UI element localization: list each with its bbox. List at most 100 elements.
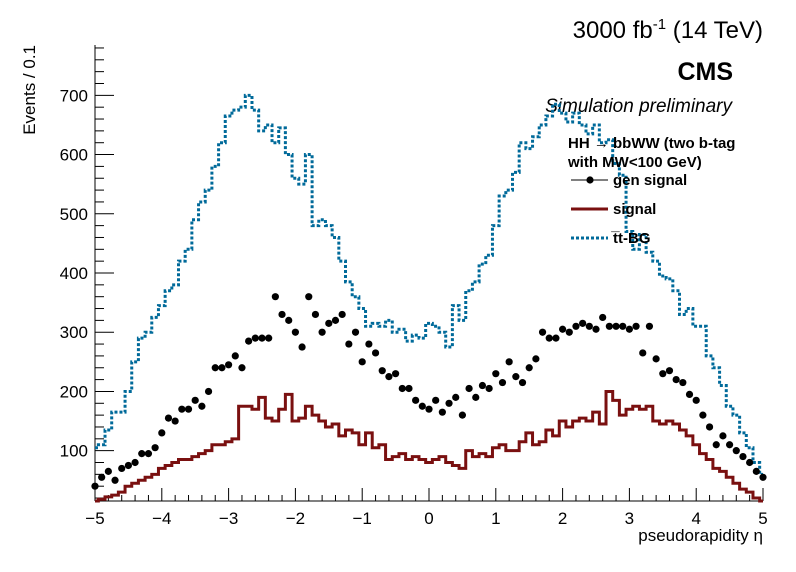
gen-signal-point	[124, 461, 132, 470]
gen-signal-point	[465, 384, 473, 393]
gen-signal-point	[726, 441, 734, 449]
gen-signal-point	[144, 450, 153, 458]
legend-entry-signal: signal	[571, 201, 656, 218]
legend-label-gen-signal: gen signal	[613, 172, 687, 189]
gen-signal-point	[265, 334, 273, 342]
gen-signal-point	[258, 334, 266, 342]
y-tick-label: 700	[60, 86, 88, 105]
gen-signal-point	[171, 417, 179, 425]
signal-step-line	[95, 389, 763, 503]
gen-signal-point	[599, 313, 607, 322]
y-tick-label: 600	[60, 146, 88, 165]
series-layer	[91, 93, 767, 503]
y-axis-title: Events / 0.1	[20, 45, 39, 135]
legend-label-ttbar-bg: t̅t-BG	[610, 230, 650, 247]
gen-signal-point	[231, 352, 239, 360]
legend-entry-ttbar-bg: t̅t-BG	[571, 230, 651, 247]
gen-signal-point	[398, 384, 406, 393]
gen-signal-point	[351, 328, 360, 336]
gen-signal-point	[164, 414, 173, 422]
gen-signal-point	[238, 364, 246, 372]
gen-signal-point	[485, 384, 493, 393]
gen-signal-point	[178, 405, 186, 413]
gen-signal-point	[371, 349, 380, 357]
gen-signal-point	[685, 390, 694, 398]
gen-signal-point	[525, 364, 533, 372]
gen-signal-point	[752, 467, 760, 475]
gen-signal-point	[191, 396, 199, 404]
legend: HH → bbWW (two b-tag with MW<100 GeV) ge…	[567, 135, 735, 247]
gen-signal-point	[532, 355, 540, 363]
legend-marker-gen-signal	[586, 176, 594, 184]
gen-signal-point	[572, 322, 580, 330]
gen-signal-point	[251, 334, 259, 342]
axis-ticks: −5 −4 −3 −2 −1 0 1 2 3 4 5 100 200 300 400 500 600 700	[60, 47, 768, 528]
legend-entry-gen-signal: gen signal	[571, 172, 687, 189]
gen-signal-point	[699, 411, 707, 419]
gen-signal-point	[445, 399, 453, 407]
gen-signal-point	[438, 408, 446, 416]
gen-signal-point	[679, 378, 687, 387]
gen-signal-point	[452, 393, 460, 401]
gen-signal-point	[131, 458, 139, 467]
x-tick-label: −5	[85, 509, 104, 528]
gen-signal-point	[645, 322, 654, 330]
gen-signal-point	[98, 473, 106, 481]
x-tick-label: −2	[286, 509, 305, 528]
gen-signal-point	[432, 396, 440, 404]
gen-signal-point	[338, 310, 346, 319]
gen-signal-point	[204, 387, 213, 396]
x-tick-label: 1	[491, 509, 500, 528]
x-tick-label: −4	[152, 509, 171, 528]
gen-signal-point	[632, 322, 640, 330]
legend-label-signal: signal	[613, 201, 656, 218]
gen-signal-point	[325, 319, 333, 327]
x-axis-title: pseudorapidity η	[638, 526, 763, 545]
gen-signal-point	[746, 458, 754, 467]
gen-signal-point	[552, 334, 560, 342]
y-tick-label: 300	[60, 323, 88, 342]
gen-signal-point	[285, 316, 293, 324]
gen-signal-point	[492, 370, 500, 378]
x-tick-label: 3	[625, 509, 634, 528]
x-tick-label: 5	[758, 509, 767, 528]
gen-signal-point	[619, 322, 627, 330]
gen-signal-point	[225, 361, 233, 369]
gen-signal-point	[705, 423, 714, 431]
gen-signal-point	[545, 334, 553, 342]
gen-signal-point	[218, 364, 226, 372]
x-tick-label: 4	[691, 509, 700, 528]
gen-signal-point	[365, 340, 373, 348]
gen-signal-point	[425, 405, 433, 413]
gen-signal-point	[91, 482, 99, 490]
gen-signal-point	[559, 325, 567, 333]
x-tick-label: 0	[424, 509, 433, 528]
gen-signal-point	[625, 325, 634, 333]
gen-signal-point	[712, 441, 720, 449]
gen-signal-point	[278, 310, 286, 319]
experiment-label: CMS	[677, 58, 733, 86]
luminosity-label: 3000 fb-1 (14 TeV)	[573, 16, 763, 44]
gen-signal-point	[579, 319, 587, 327]
gen-signal-point	[345, 340, 353, 348]
y-tick-label: 200	[60, 382, 88, 401]
gen-signal-point	[458, 411, 466, 419]
y-tick-label: 400	[60, 264, 88, 283]
y-tick-label: 500	[60, 205, 88, 224]
gen-signal-point	[378, 367, 386, 375]
ttbar-bg-step-line	[95, 93, 763, 476]
gen-signal-point	[311, 310, 320, 319]
gen-signal-point	[652, 355, 660, 363]
gen-signal-point	[151, 444, 159, 452]
gen-signal-point	[692, 396, 700, 404]
gen-signal-point	[719, 432, 727, 440]
gen-signal-point	[565, 328, 573, 336]
gen-signal-point	[672, 376, 680, 384]
legend-title-line1: HH → bbWW (two b-tag	[568, 135, 735, 152]
gen-signal-point	[104, 467, 112, 475]
gen-signal-point	[412, 396, 420, 404]
gen-signal-point	[585, 322, 593, 330]
gen-signal-point	[498, 378, 507, 387]
gen-signal-point	[318, 328, 326, 336]
x-tick-label: 2	[558, 509, 567, 528]
